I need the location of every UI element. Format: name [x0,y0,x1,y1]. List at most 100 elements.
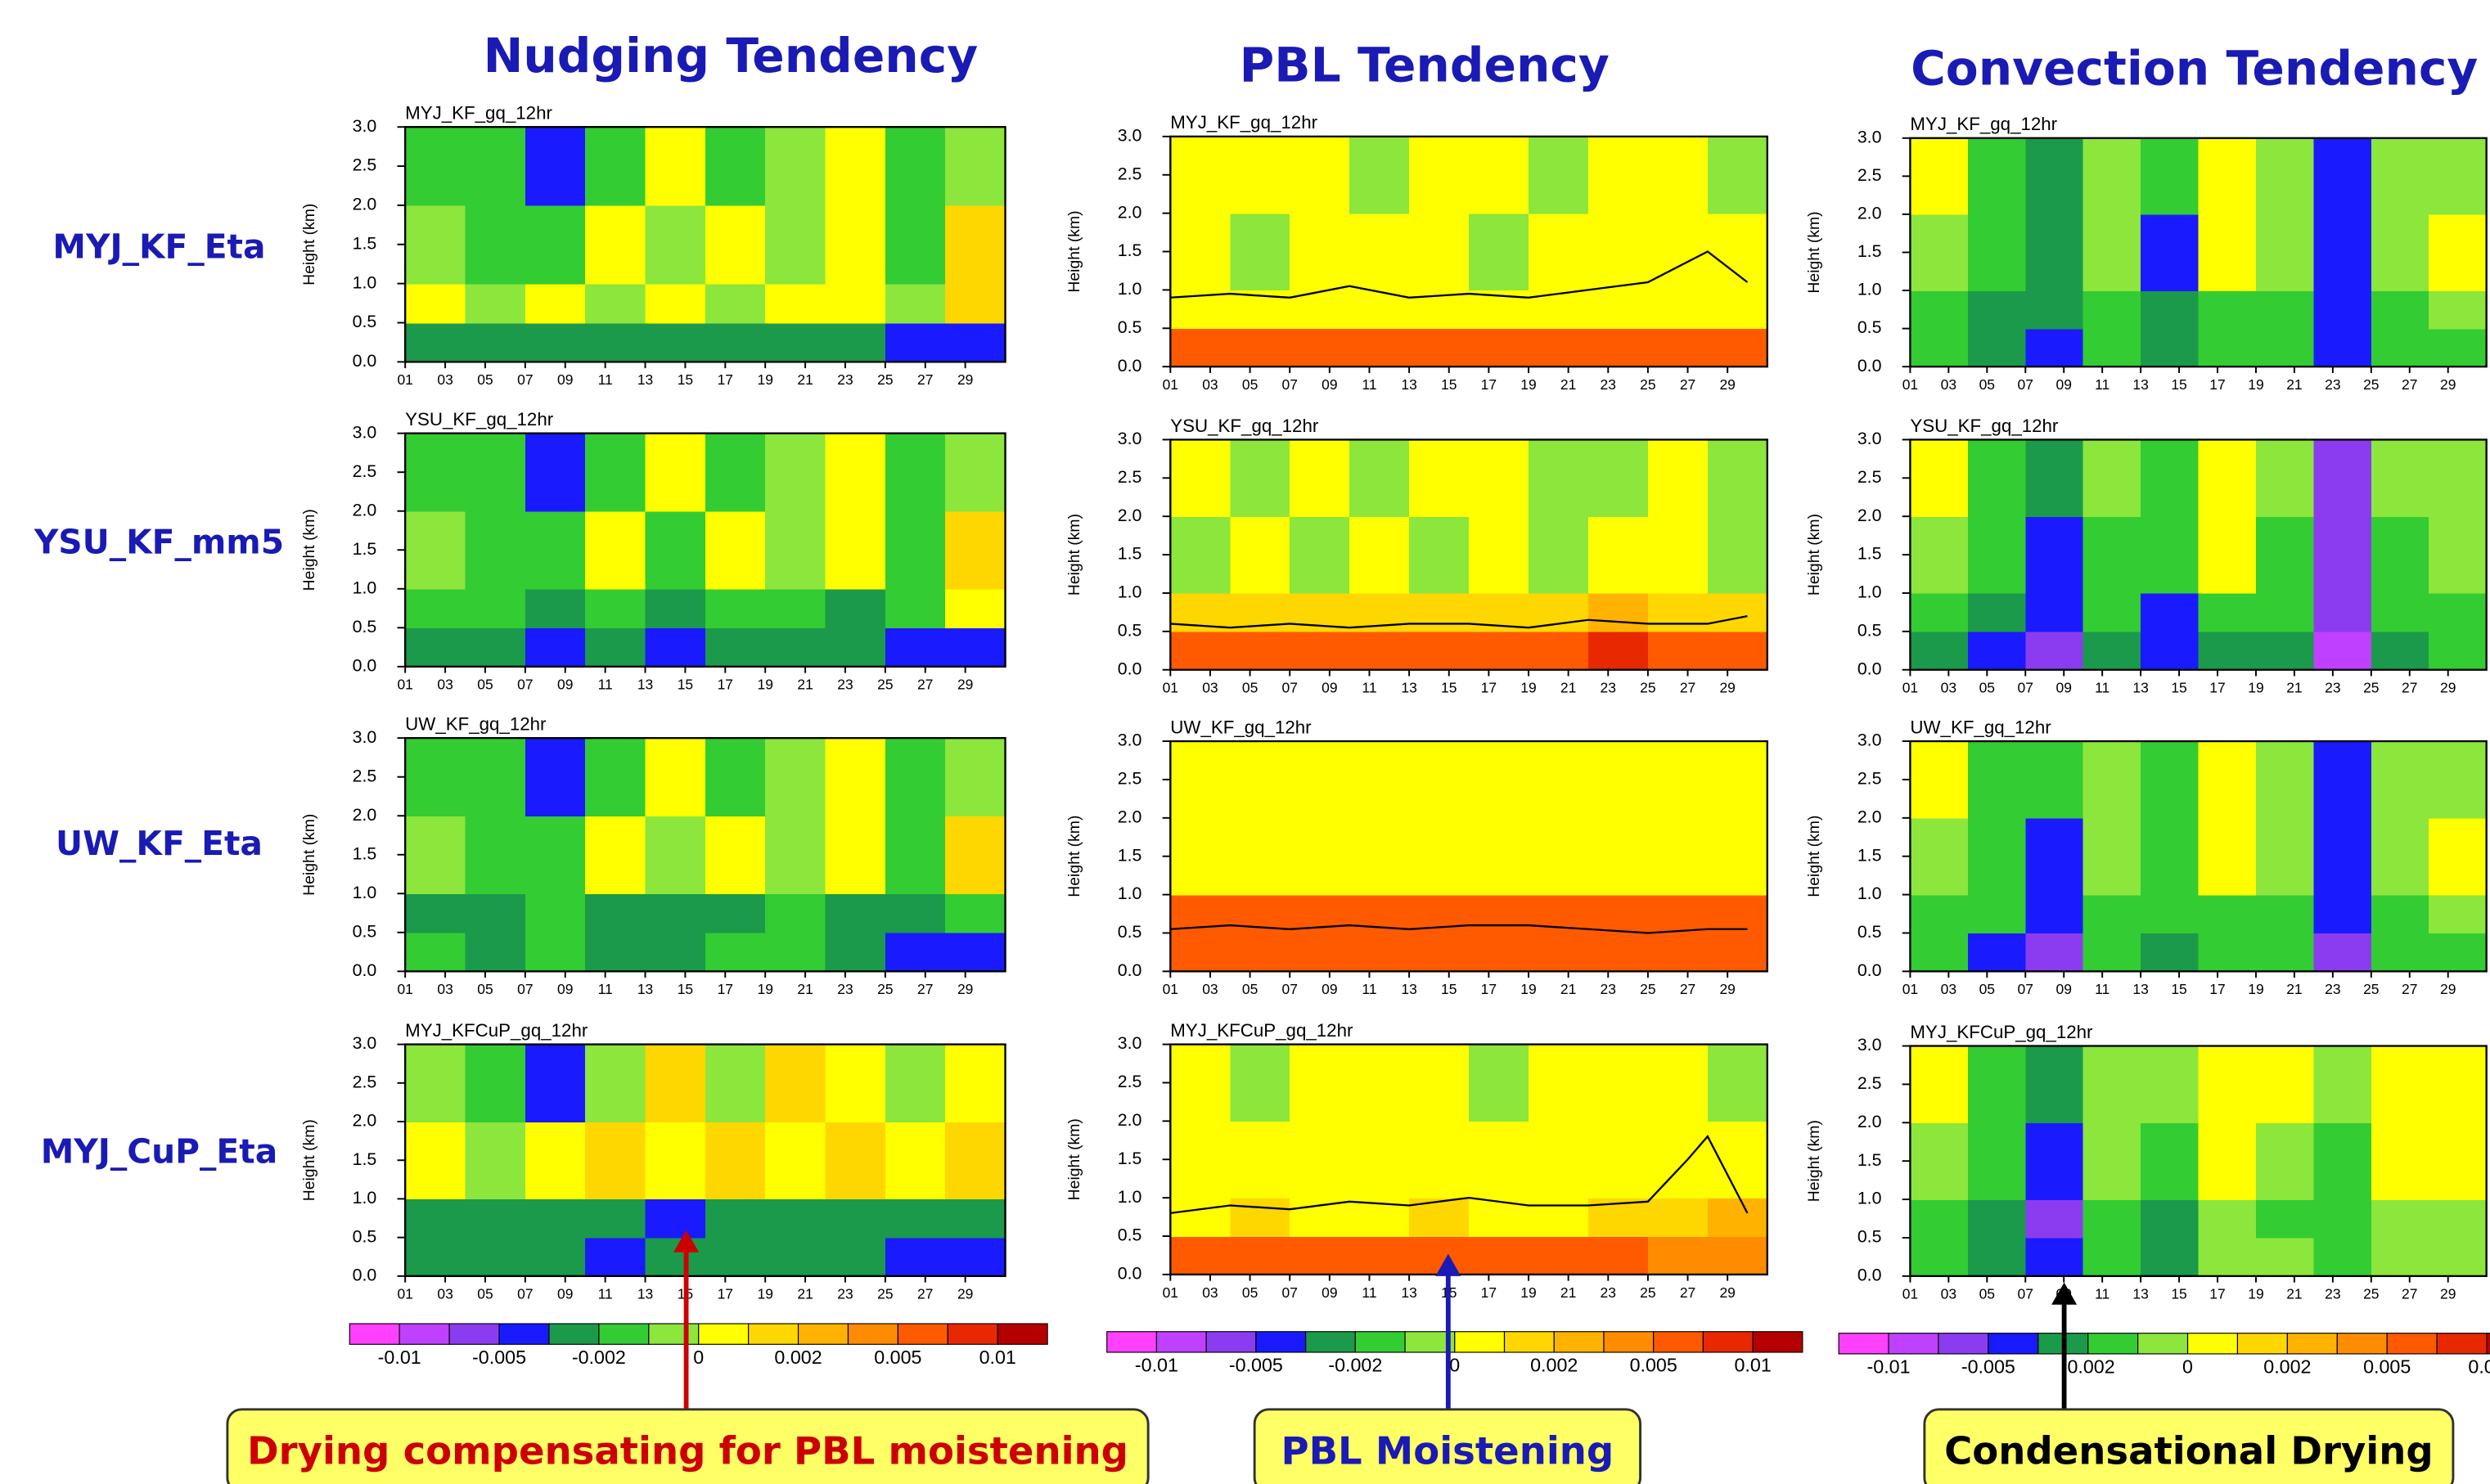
heatmap-cell [2313,439,2372,517]
heatmap-cell [825,738,886,816]
heatmap-cell [945,1198,1006,1239]
heatmap-cell [465,627,526,668]
heatmap-cell [2198,817,2257,896]
heatmap-cell [2313,1046,2372,1124]
heatmap-cell [1170,817,1231,896]
heatmap [405,738,1006,973]
heatmap-cell [1290,439,1350,517]
panel-title: YSU_KF_gq_12hr [405,409,554,429]
heatmap-cell [2141,214,2200,291]
heatmap-cell [2025,631,2084,671]
x-tick-label: 15 [2171,376,2186,393]
colorbar-box [1354,1331,1406,1353]
heatmap-cell [885,893,946,933]
x-tick-label: 29 [1719,1284,1735,1301]
heatmap-cell [2141,137,2200,215]
heatmap-cell [945,1122,1006,1200]
heatmap-cell [885,816,946,895]
x-tick-label: 23 [837,1286,853,1302]
heatmap-cell [765,205,826,285]
heatmap-cell [1587,631,1649,671]
y-tick-label: 3.0 [1857,1035,1882,1055]
x-tick-label: 05 [477,1286,493,1302]
y-tick-label: 1.5 [1118,241,1142,260]
x-tick-label: 13 [1401,981,1416,997]
heatmap [1910,741,2488,973]
y-axis-label: Height (km) [1065,210,1083,292]
colorbar-box [1255,1331,1307,1353]
heatmap-cell [945,738,1006,816]
colorbar-label: -0.005 [1229,1355,1283,1376]
x-tick-label: 13 [637,371,653,388]
heatmap-cell [2025,1046,2084,1124]
heatmap-cell [2198,1199,2257,1239]
heatmap-cell [2025,817,2084,896]
heatmap-cell [1707,1236,1768,1275]
heatmap-cell [705,627,766,668]
x-tick-label: 21 [797,1286,813,1302]
y-tick-label: 1.0 [1857,582,1882,602]
heatmap-cell [2429,741,2488,819]
y-axis-label: Height (km) [1065,1118,1083,1200]
colorbar-label: 0.01 [1734,1355,1771,1376]
colorbar-label: 0 [1449,1355,1460,1376]
x-tick-label: 05 [1242,376,1258,393]
heatmap-cell [1290,933,1350,973]
heatmap-cell [1587,1044,1649,1122]
colorbar-box [1155,1331,1207,1353]
heatmap-cell [705,816,766,895]
x-tick-label: 23 [1601,680,1616,696]
heatmap-cell [2429,1237,2488,1277]
x-tick-label: 01 [397,371,412,388]
x-tick-label: 11 [598,677,613,693]
colorbar-label: -0.002 [2061,1356,2115,1378]
heatmap-cell [1910,592,1969,632]
heatmap-cell [2141,631,2200,671]
heatmap-cell [525,205,586,285]
x-tick-label: 01 [397,677,412,693]
heatmap-cell [705,588,766,629]
heatmap-cell [945,627,1006,668]
heatmap-cell [2371,933,2430,973]
heatmap-cell [525,510,586,590]
heatmap-cell [885,510,946,590]
heatmap-cell [1529,1236,1589,1275]
heatmap-cell [2255,214,2315,291]
panel-title: MYJ_KF_gq_12hr [405,103,552,124]
y-tick-label: 1.0 [1857,884,1882,903]
heatmap-cell [765,322,826,363]
x-tick-label: 25 [2363,981,2379,997]
heatmap-cell [525,932,586,973]
x-tick-label: 29 [957,677,973,693]
heatmap-cell [645,1198,706,1239]
heatmap-cell [585,1044,646,1122]
y-tick-label: 0.0 [1118,960,1142,980]
colorbar-box [349,1323,400,1345]
heatmap-cell [1230,1121,1290,1198]
heatmap-cell [405,510,466,590]
heatmap-cell [1230,136,1290,214]
heatmap-cell [2313,631,2372,671]
x-tick-label: 27 [2402,981,2417,997]
heatmap-cell [585,1237,646,1277]
heatmap-cell [2083,516,2141,594]
colorbar-box [1752,1331,1803,1353]
heatmap [1910,1046,2488,1277]
heatmap-cell [1170,328,1231,367]
heatmap-cell [2371,516,2430,594]
annotation-box [1253,1408,1642,1484]
panel-title: UW_KF_gq_12hr [405,714,547,735]
heatmap-cell [405,1198,466,1239]
colorbar-box [1553,1331,1605,1353]
heatmap-cell [885,1044,946,1122]
heatmap-cell [2141,1122,2200,1200]
y-tick-label: 1.0 [353,578,377,597]
colorbar-box [548,1323,600,1345]
heatmap-cell [585,433,646,512]
heatmap-cell [1707,1121,1768,1198]
y-tick-label: 2.5 [353,1072,377,1091]
heatmap-cell [705,283,766,324]
y-tick-label: 0.5 [1857,922,1882,942]
heatmap-cell [2198,214,2257,291]
heatmap-cell [1910,817,1969,896]
